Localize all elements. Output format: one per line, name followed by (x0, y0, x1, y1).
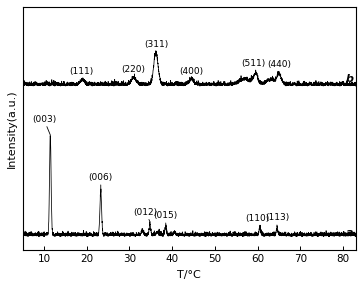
Text: (110): (110) (246, 214, 270, 227)
Text: (511): (511) (241, 59, 266, 71)
Text: b: b (345, 75, 353, 84)
X-axis label: T/°C: T/°C (178, 270, 201, 280)
Text: (113): (113) (265, 213, 289, 227)
Text: (012): (012) (134, 208, 158, 222)
Text: (111): (111) (69, 67, 94, 79)
Text: a: a (345, 228, 353, 238)
Text: (220): (220) (122, 65, 146, 77)
Text: (400): (400) (179, 67, 204, 79)
Text: (006): (006) (89, 173, 113, 192)
Text: (440): (440) (267, 60, 291, 72)
Text: (003): (003) (32, 115, 56, 135)
Text: (015): (015) (154, 211, 178, 225)
Text: (311): (311) (144, 40, 168, 52)
Y-axis label: Intensity(a.u.): Intensity(a.u.) (7, 89, 17, 168)
